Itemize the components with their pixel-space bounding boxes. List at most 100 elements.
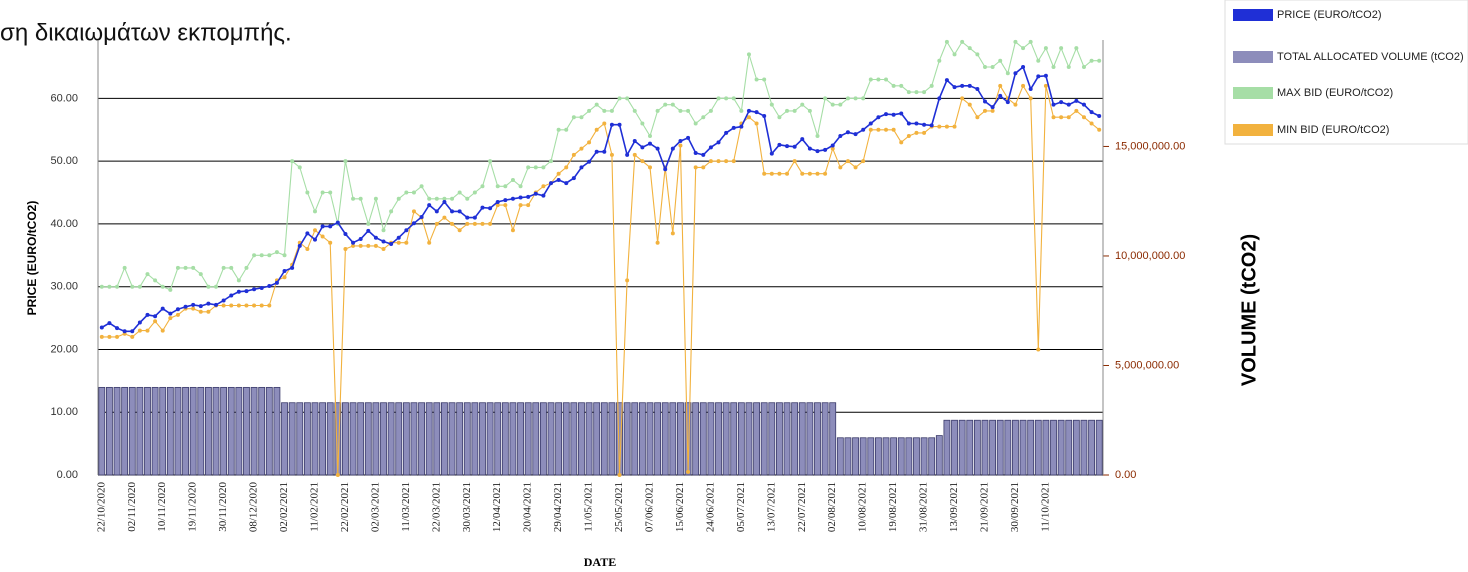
series-point — [396, 235, 401, 240]
series-point — [99, 334, 104, 339]
series-point — [693, 150, 698, 155]
legend-label: PRICE (EURO/tCO2) — [1277, 9, 1382, 21]
series-point — [815, 149, 820, 154]
series-point — [236, 303, 241, 308]
caption: ση δικαιωμάτων εκπομπής. — [0, 19, 292, 46]
series-point — [617, 473, 622, 477]
volume-bar — [677, 402, 684, 476]
series-point — [404, 240, 409, 245]
series-point — [952, 52, 957, 57]
x-tick-label: 13/09/2021 — [948, 482, 960, 532]
series-point — [312, 237, 317, 242]
series-point — [1021, 64, 1026, 69]
series-point — [952, 124, 957, 129]
legend-swatch — [1233, 87, 1273, 99]
volume-bar — [730, 402, 738, 476]
series-point — [647, 134, 652, 139]
series-point — [1005, 71, 1010, 76]
series-point — [107, 334, 112, 339]
x-tick-label: 11/10/2021 — [1039, 482, 1051, 532]
series-point — [1081, 102, 1086, 107]
x-tick-label: 05/07/2021 — [735, 482, 747, 532]
volume-bar — [928, 437, 936, 476]
series-point — [609, 152, 614, 157]
series-point — [967, 46, 972, 51]
series-point — [427, 240, 432, 245]
series-point — [305, 190, 310, 195]
series-point — [1074, 98, 1079, 103]
series-point — [145, 328, 150, 333]
series-point — [845, 96, 850, 101]
series-point — [282, 275, 287, 280]
series-point — [800, 171, 805, 176]
series-point — [884, 127, 889, 132]
series-point — [990, 108, 995, 113]
series-point — [937, 124, 942, 129]
series-point — [998, 93, 1003, 98]
series-point — [670, 102, 675, 107]
series-point — [701, 115, 706, 120]
series-point — [351, 243, 356, 248]
series-point — [891, 83, 896, 88]
series-point — [602, 108, 607, 113]
series-point — [404, 190, 409, 195]
volume-bar — [638, 402, 646, 476]
volume-bar — [144, 386, 151, 476]
series-point — [160, 284, 165, 289]
volume-bar — [433, 402, 441, 476]
series-point — [785, 108, 790, 113]
y-tick-label: 20.00 — [50, 343, 78, 355]
series-point — [762, 171, 767, 176]
volume-bar — [486, 402, 494, 476]
series-point — [381, 247, 386, 252]
series-point — [556, 127, 561, 132]
volume-bar — [113, 386, 121, 476]
volume-bar — [418, 402, 425, 476]
series-point — [724, 96, 729, 101]
series-point — [975, 115, 980, 120]
series-point — [244, 303, 249, 308]
volume-bar — [684, 402, 692, 476]
series-point — [274, 250, 279, 255]
series-point — [716, 159, 721, 164]
series-point — [845, 159, 850, 164]
series-point — [533, 165, 538, 170]
series-point — [990, 64, 995, 69]
volume-bar — [357, 402, 365, 476]
series-point — [884, 77, 889, 82]
series-point — [358, 243, 363, 248]
series-point — [571, 152, 576, 157]
x-tick-label: 02/02/2021 — [278, 482, 290, 532]
volume-bar — [989, 419, 997, 476]
series-point — [198, 272, 203, 277]
series-point — [389, 242, 394, 247]
series-point — [472, 215, 477, 220]
series-point — [830, 146, 835, 151]
volume-bar — [319, 402, 327, 476]
series-point — [594, 102, 599, 107]
y2-tick-label: 0.00 — [1115, 469, 1136, 481]
volume-bar — [555, 402, 563, 476]
series-point — [967, 83, 972, 88]
series-point — [175, 312, 180, 317]
series-point — [686, 108, 691, 113]
series-point — [450, 209, 455, 214]
series-point — [602, 149, 607, 154]
series-point — [990, 105, 995, 110]
series-point — [655, 146, 660, 151]
x-tick-label: 22/07/2021 — [796, 482, 808, 532]
series-point — [663, 167, 668, 172]
series-point — [876, 127, 881, 132]
series-point — [351, 240, 356, 245]
series-point — [975, 86, 980, 91]
series-point — [777, 171, 782, 176]
series-point — [564, 127, 569, 132]
x-tick-label: 15/06/2021 — [674, 482, 686, 532]
volume-bar — [844, 437, 852, 476]
series-point — [1013, 102, 1018, 107]
series-point — [198, 304, 203, 309]
series-point — [526, 165, 531, 170]
series-point — [145, 312, 150, 317]
volume-bar — [532, 402, 540, 476]
x-tick-label: 11/02/2021 — [309, 482, 321, 532]
